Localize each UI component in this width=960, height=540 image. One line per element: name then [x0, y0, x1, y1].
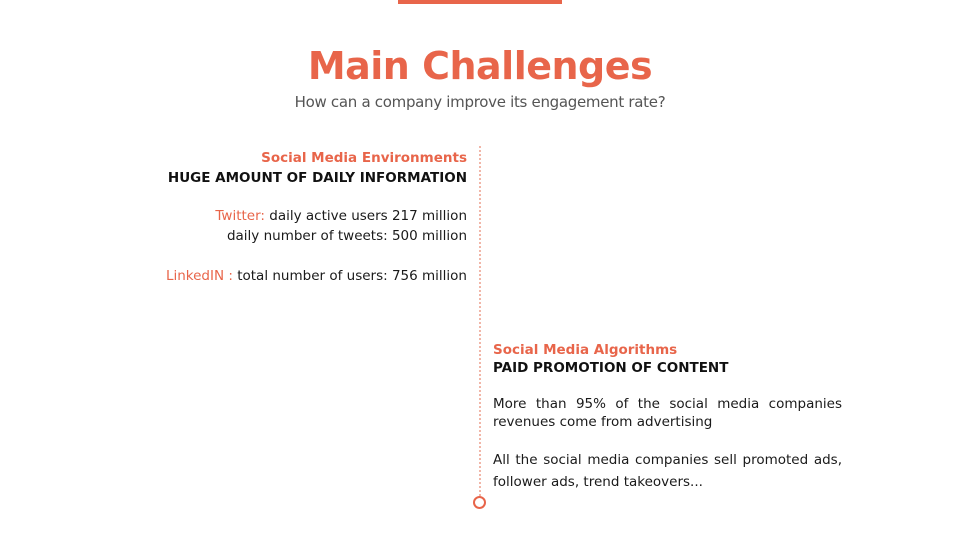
section-subheading: PAID PROMOTION OF CONTENT: [493, 360, 729, 376]
social-media-algorithms-section: Social Media Algorithms PAID PROMOTION O…: [493, 341, 842, 493]
social-media-environments-section: Social Media Environments HUGE AMOUNT OF…: [137, 148, 467, 286]
section-heading: Social Media Algorithms: [493, 342, 678, 358]
twitter-stats: Twitter: daily active users 217 million …: [137, 206, 467, 246]
linkedin-text: total number of users: 756 million: [237, 268, 467, 284]
twitter-label: Twitter:: [215, 208, 265, 224]
paragraph-revenue: More than 95% of the social media compan…: [493, 396, 842, 430]
page-subtitle: How can a company improve its engagement…: [294, 93, 666, 111]
twitter-line-2: daily number of tweets: 500 million: [226, 228, 467, 244]
linkedin-stats: LinkedIN : total number of users: 756 mi…: [137, 266, 467, 286]
twitter-line-1: daily active users 217 million: [269, 208, 467, 224]
paragraph-ads: All the social media companies sell prom…: [493, 452, 842, 490]
section-subheading: HUGE AMOUNT OF DAILY INFORMATION: [167, 170, 467, 186]
section-heading: Social Media Environments: [261, 150, 467, 166]
page-title: Main Challenges: [307, 44, 653, 88]
timeline-line: [479, 146, 481, 496]
linkedin-label: LinkedIN :: [165, 268, 233, 284]
timeline-end-marker: [473, 496, 486, 509]
top-accent-bar: [398, 0, 562, 4]
